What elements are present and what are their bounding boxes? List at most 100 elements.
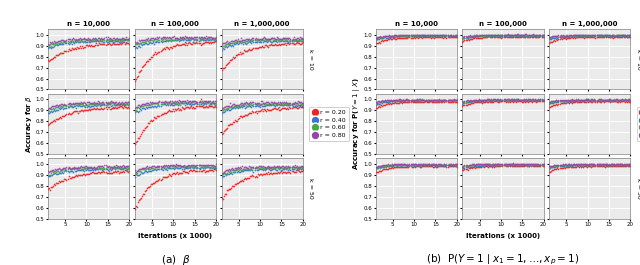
Point (202, 164, 212, 168)
Point (113, 37, 123, 41)
Point (534, 34, 545, 38)
Point (77, 102, 87, 106)
Point (477, 162, 487, 166)
Point (208, 101, 218, 105)
Point (372, 41, 383, 45)
Point (576, 98, 586, 102)
Point (536, 163, 547, 167)
Point (278, 42, 289, 46)
Point (132, 40, 142, 44)
Point (566, 35, 576, 39)
Point (135, 104, 145, 108)
Point (156, 167, 166, 171)
Point (43, 123, 53, 127)
Point (94, 38, 104, 43)
Point (228, 55, 238, 59)
Point (392, 36, 403, 40)
Point (614, 98, 624, 102)
Point (604, 163, 614, 167)
Point (576, 98, 586, 102)
Point (477, 33, 487, 38)
Point (76, 37, 86, 41)
Point (244, 175, 255, 180)
Point (442, 165, 452, 169)
Point (92, 165, 102, 169)
Point (447, 163, 457, 167)
Point (45, 45, 55, 49)
Point (276, 38, 286, 43)
Point (196, 35, 207, 39)
Point (524, 34, 534, 39)
Point (146, 118, 156, 122)
Point (294, 39, 304, 43)
Point (111, 106, 121, 110)
Point (611, 33, 621, 37)
Point (403, 162, 413, 167)
Point (93, 99, 104, 104)
Point (438, 162, 449, 167)
Point (551, 37, 561, 42)
Point (588, 34, 598, 38)
Point (173, 43, 183, 47)
Point (65, 47, 76, 52)
Point (45, 40, 55, 45)
Point (191, 163, 202, 167)
Point (149, 115, 159, 119)
Point (393, 163, 403, 167)
Point (205, 35, 216, 39)
Point (56, 168, 67, 172)
Point (208, 163, 218, 167)
Point (68, 166, 79, 170)
Point (170, 44, 180, 48)
Point (173, 106, 183, 111)
Point (377, 104, 387, 108)
Point (408, 98, 418, 102)
Point (531, 98, 541, 102)
Point (275, 170, 285, 174)
Point (45, 174, 55, 178)
Point (533, 163, 543, 167)
Point (170, 164, 180, 168)
Point (186, 42, 196, 46)
Point (243, 47, 253, 52)
Point (561, 33, 572, 38)
Point (182, 101, 193, 105)
Point (431, 34, 442, 38)
Point (51, 117, 61, 121)
Point (561, 99, 571, 103)
Point (233, 37, 243, 41)
Point (205, 163, 216, 167)
Point (163, 163, 173, 167)
Point (590, 33, 600, 37)
Point (67, 46, 77, 50)
Point (164, 45, 175, 49)
Point (579, 33, 589, 37)
Point (519, 162, 529, 166)
Point (386, 101, 396, 106)
Point (439, 33, 449, 38)
Point (223, 41, 233, 45)
Point (235, 165, 245, 170)
Point (429, 163, 439, 167)
Point (622, 162, 632, 166)
Point (421, 33, 431, 37)
Point (200, 104, 211, 108)
Point (620, 162, 630, 166)
Point (156, 164, 166, 168)
Point (179, 101, 189, 105)
Point (607, 99, 617, 103)
Point (189, 38, 200, 42)
Point (616, 164, 627, 168)
Point (527, 163, 538, 167)
Point (156, 177, 166, 181)
Point (270, 104, 280, 108)
Point (549, 167, 559, 171)
Point (482, 100, 492, 104)
Point (266, 100, 276, 104)
Point (262, 102, 272, 106)
Point (84, 107, 94, 111)
Point (120, 103, 130, 108)
Point (467, 35, 477, 39)
Point (574, 164, 584, 169)
Point (538, 162, 548, 166)
